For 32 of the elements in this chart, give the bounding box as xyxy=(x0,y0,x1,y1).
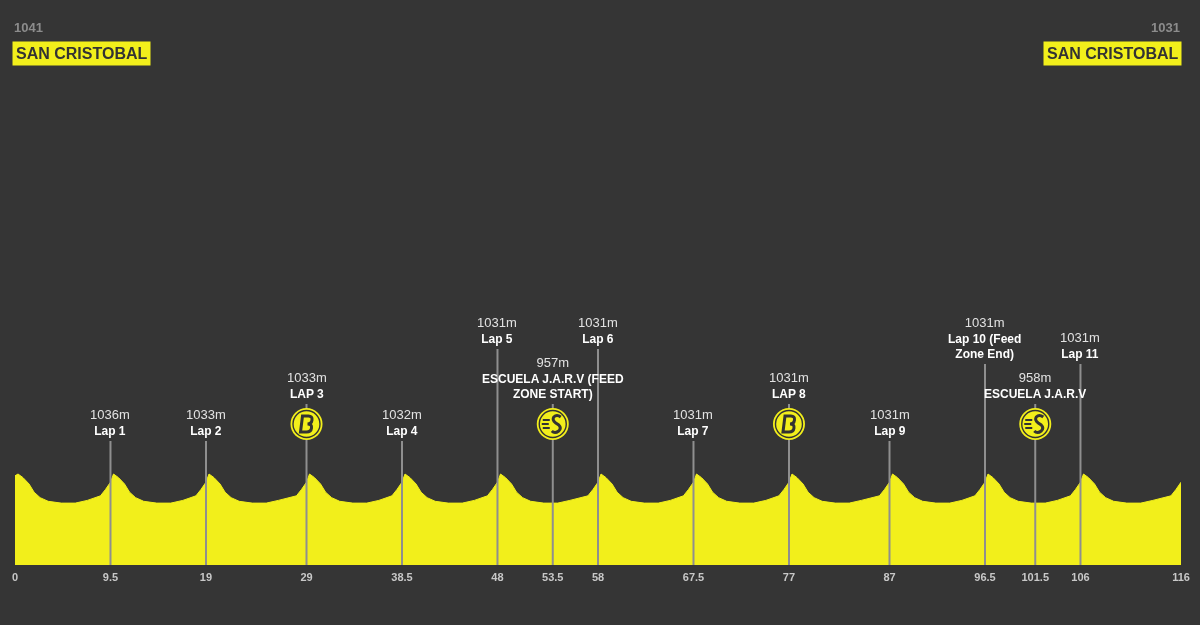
ref-line-label: 1031m Lap 5 xyxy=(477,315,517,346)
text: SAN CRISTOBAL xyxy=(16,45,148,62)
ref-line-label: 1031m LAP 8 xyxy=(769,370,809,401)
text: 1031 xyxy=(1151,20,1180,35)
x-tick-label: 19 xyxy=(199,571,213,583)
x-tick-label: 29 xyxy=(300,571,313,583)
x-tick-label: 38.5 xyxy=(391,571,413,583)
x-tick-label: 106 xyxy=(1071,571,1090,583)
ref-line-label: 1033m Lap 2 xyxy=(186,407,226,438)
ref-line-label: 1031m Lap 7 xyxy=(673,407,713,438)
ref-line-label: 958m ESCUELA J.A.R.V xyxy=(984,370,1087,401)
x-tick-label: 96.5 xyxy=(974,571,996,583)
ref-line-label: 1031m Lap 6 xyxy=(578,315,618,346)
ref-line-label: 1031m Lap 9 xyxy=(870,407,910,438)
ref-line-label: 1036m Lap 1 xyxy=(90,407,130,438)
x-tick-label: 48 xyxy=(491,571,504,583)
ref-line-label: 1032m Lap 4 xyxy=(382,407,422,438)
x-tick-label: 87 xyxy=(883,571,896,583)
x-tick-label: 116 xyxy=(1172,571,1190,583)
x-tick-label: 53.5 xyxy=(542,571,564,583)
ref-line-label: 1031m Lap 11 xyxy=(1060,330,1100,361)
ref-line-label: 957m ESCUELA J.A.R.V (FEED ZONE START) xyxy=(482,355,624,402)
text: 1041 xyxy=(14,20,43,35)
x-tick-label: 101.5 xyxy=(1021,571,1050,583)
x-tick-label: 67.5 xyxy=(682,571,705,583)
ref-line-label: 1033m LAP 3 xyxy=(287,370,327,401)
x-tick-label: 58 xyxy=(591,571,605,583)
ref-line-label: 1031m Lap 10 (Feed Zone End) xyxy=(948,315,1022,362)
x-tick-label: 77 xyxy=(782,571,796,583)
text: SAN CRISTOBAL xyxy=(1047,45,1179,62)
x-tick-label: 0 xyxy=(11,571,19,583)
x-tick-label: 9.5 xyxy=(102,571,119,583)
